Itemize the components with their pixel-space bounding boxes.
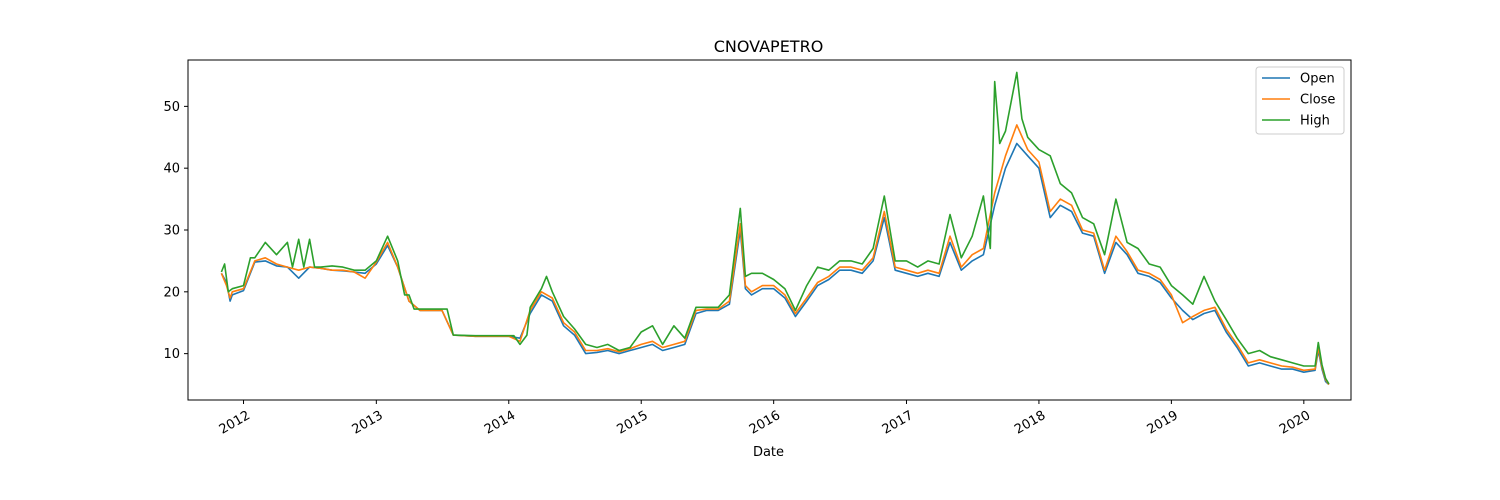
legend: Open Close High bbox=[1255, 66, 1345, 135]
y-tick-label: 10 bbox=[163, 347, 180, 362]
x-axis-label: Date bbox=[753, 445, 784, 460]
plot-area bbox=[220, 71, 1330, 386]
legend-label-open: Open bbox=[1300, 72, 1335, 87]
y-tick-label: 50 bbox=[163, 100, 180, 115]
legend-label-high: High bbox=[1300, 114, 1330, 129]
y-tick-label: 40 bbox=[163, 162, 180, 177]
series-line-close bbox=[220, 124, 1330, 385]
y-tick-label: 20 bbox=[163, 285, 180, 300]
legend-label-close: Close bbox=[1300, 93, 1335, 108]
series-layer bbox=[220, 71, 1330, 386]
y-axis: 10 20 30 40 50 bbox=[163, 100, 188, 362]
y-tick-label: 30 bbox=[163, 224, 180, 239]
series-line-high bbox=[220, 71, 1330, 385]
chart-title: CNOVAPETRO bbox=[714, 37, 824, 56]
legend-box bbox=[1255, 66, 1345, 135]
